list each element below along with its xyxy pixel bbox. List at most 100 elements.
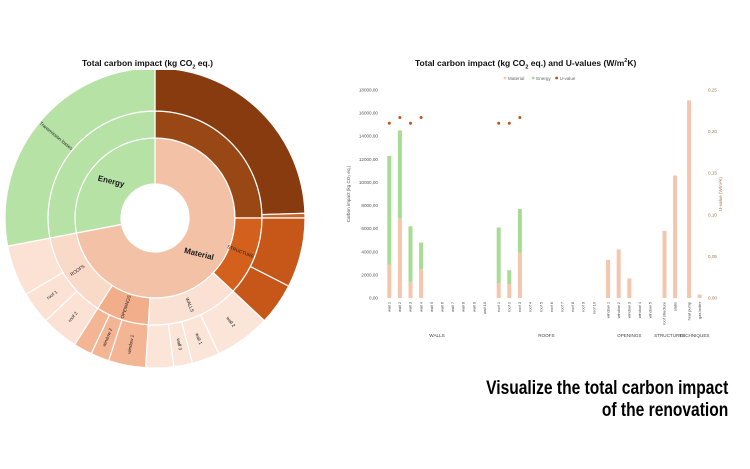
legend-label: U-value xyxy=(560,76,576,81)
group-label: ROOFS xyxy=(538,333,554,338)
outer-ring-label: wall 1 xyxy=(194,332,203,345)
bar-material xyxy=(687,100,692,299)
x-tick-label: wall 8 xyxy=(461,302,466,312)
u-value-point xyxy=(419,115,423,119)
outer-ring-label: window 2 xyxy=(102,327,114,347)
x-tick-label: window 2 xyxy=(616,302,621,318)
x-tick-label: window 4 xyxy=(637,301,642,318)
x-tick-label: roof 10 xyxy=(591,301,596,314)
bar-material xyxy=(387,264,392,298)
x-tick-label: roof 3 xyxy=(517,302,522,312)
x-tick-label: wall 3 xyxy=(408,302,413,312)
group-label: WALLS xyxy=(429,333,444,338)
y-tick-label: 6000,00 xyxy=(361,226,378,231)
headline-line-1: Visualize the total carbon impact xyxy=(485,378,728,399)
y-tick-label: 14000,00 xyxy=(359,134,379,139)
bar-energy xyxy=(507,270,512,285)
x-tick-label: window 1 xyxy=(605,302,610,318)
bar-material xyxy=(662,230,667,298)
outer-ring-label: roof 2 xyxy=(67,310,79,323)
x-tick-label: window 3 xyxy=(627,302,632,318)
y2-tick-label: 0,15 xyxy=(708,171,717,176)
y2-tick-label: 0,25 xyxy=(708,88,717,93)
outer-ring-segment-7 xyxy=(144,323,175,369)
y-tick-label: 16000,00 xyxy=(359,111,379,116)
group-label: TECHNIQUES xyxy=(679,333,709,338)
y2-tick-label: 0,00 xyxy=(708,296,717,301)
bar-material xyxy=(419,269,424,298)
outer-ring-label: wall 2 xyxy=(225,316,236,329)
bar-energy xyxy=(397,130,402,219)
y2-axis-title: U-value (W/m²K) xyxy=(718,176,723,211)
x-tick-label: wall 7 xyxy=(450,302,455,312)
legend-label: Energy xyxy=(536,76,551,81)
legend-label: Material xyxy=(508,76,524,81)
outer-ring-label: window 1 xyxy=(126,334,135,354)
middle-ring-label: WALLS xyxy=(185,297,195,313)
x-tick-label: roof 6 xyxy=(549,302,554,312)
u-value-point xyxy=(497,121,501,125)
carbon-uvalue-bar-chart: Material Energy U-value 0,00 2000,00 4000,00 6… xyxy=(346,76,723,338)
u-value-point xyxy=(518,115,522,119)
bar-chart-title: Total carbon impact (kg CO2 eq.) and U-v… xyxy=(415,58,637,71)
x-tick-label: wall 1 xyxy=(387,302,392,312)
bar-material xyxy=(517,252,522,298)
x-tick-label: roof 8 xyxy=(570,302,575,312)
u-value-point xyxy=(409,121,412,125)
x-tick-label: wall 6 xyxy=(440,302,445,312)
bar-energy xyxy=(517,209,522,253)
x-tick-label: wall 10 xyxy=(482,301,487,314)
sunburst-title: Total carbon impact (kg CO2 eq.) xyxy=(82,58,213,71)
u-value-point xyxy=(507,121,511,125)
x-tick-label: gas boiler xyxy=(697,301,702,319)
bar-energy xyxy=(408,226,413,282)
headline-line-2: of the renovation xyxy=(601,400,728,421)
x-tick-label: wall 4 xyxy=(418,301,423,312)
group-label: OPENINGS xyxy=(617,333,641,338)
y2-tick-label: 0,10 xyxy=(708,212,717,217)
bar-energy xyxy=(419,242,424,270)
bar-material xyxy=(397,218,402,298)
x-tick-label: roof 9 xyxy=(581,302,586,312)
legend-swatch xyxy=(531,76,535,80)
y-tick-label: 0,00 xyxy=(369,296,378,301)
bar-material xyxy=(606,259,611,298)
x-tick-label: wall 9 xyxy=(471,302,476,312)
x-tick-label: roof 4 xyxy=(528,301,533,312)
x-tick-label: roof 2 xyxy=(507,302,512,312)
bar-material xyxy=(673,175,678,298)
y-tick-label: 10000,00 xyxy=(359,180,379,185)
y-axis-title: Carbon impact (kg CO₂ eq.) xyxy=(346,165,351,222)
outer-ring-label: wall 3 xyxy=(176,338,183,351)
y2-tick-label: 0,05 xyxy=(708,254,717,259)
y-tick-label: 4000,00 xyxy=(361,249,378,254)
bar-material xyxy=(616,249,621,298)
x-tick-label: slabs xyxy=(672,302,677,311)
u-value-point xyxy=(387,121,391,125)
sunburst-chart: MaterialEnergySTRUCTURESWALLSOPENINGSROO… xyxy=(4,70,306,369)
x-tick-label: wall 2 xyxy=(397,302,402,312)
x-tick-label: roof 5 xyxy=(538,302,543,312)
bar-material xyxy=(507,284,512,298)
x-tick-label: roof structure xyxy=(662,302,667,325)
x-tick-label: wall 5 xyxy=(429,302,434,312)
y-tick-label: 2000,00 xyxy=(361,272,378,277)
x-tick-label: roof 1 xyxy=(496,302,501,312)
u-value-point xyxy=(398,115,402,119)
bar-energy xyxy=(496,227,501,283)
headline: Visualize the total carbon impact of the… xyxy=(486,378,728,422)
x-tick-label: window 5 xyxy=(648,302,653,318)
x-tick-label: heat pump xyxy=(686,302,691,320)
outer-ring-segment-1 xyxy=(261,212,306,219)
y-tick-label: 12000,00 xyxy=(359,157,379,162)
outer-ring-segment-14 xyxy=(4,70,156,247)
bar-material xyxy=(408,281,413,298)
y-tick-label: 18000,00 xyxy=(359,88,379,93)
x-tick-label: roof 7 xyxy=(560,302,565,312)
bar-material xyxy=(627,278,632,298)
outer-ring-label: roof 1 xyxy=(46,289,59,300)
y-tick-label: 8000,00 xyxy=(361,203,378,208)
group-label: STRUCTURES xyxy=(654,333,685,338)
y2-tick-label: 0,20 xyxy=(708,129,717,134)
bar-material xyxy=(697,294,702,298)
